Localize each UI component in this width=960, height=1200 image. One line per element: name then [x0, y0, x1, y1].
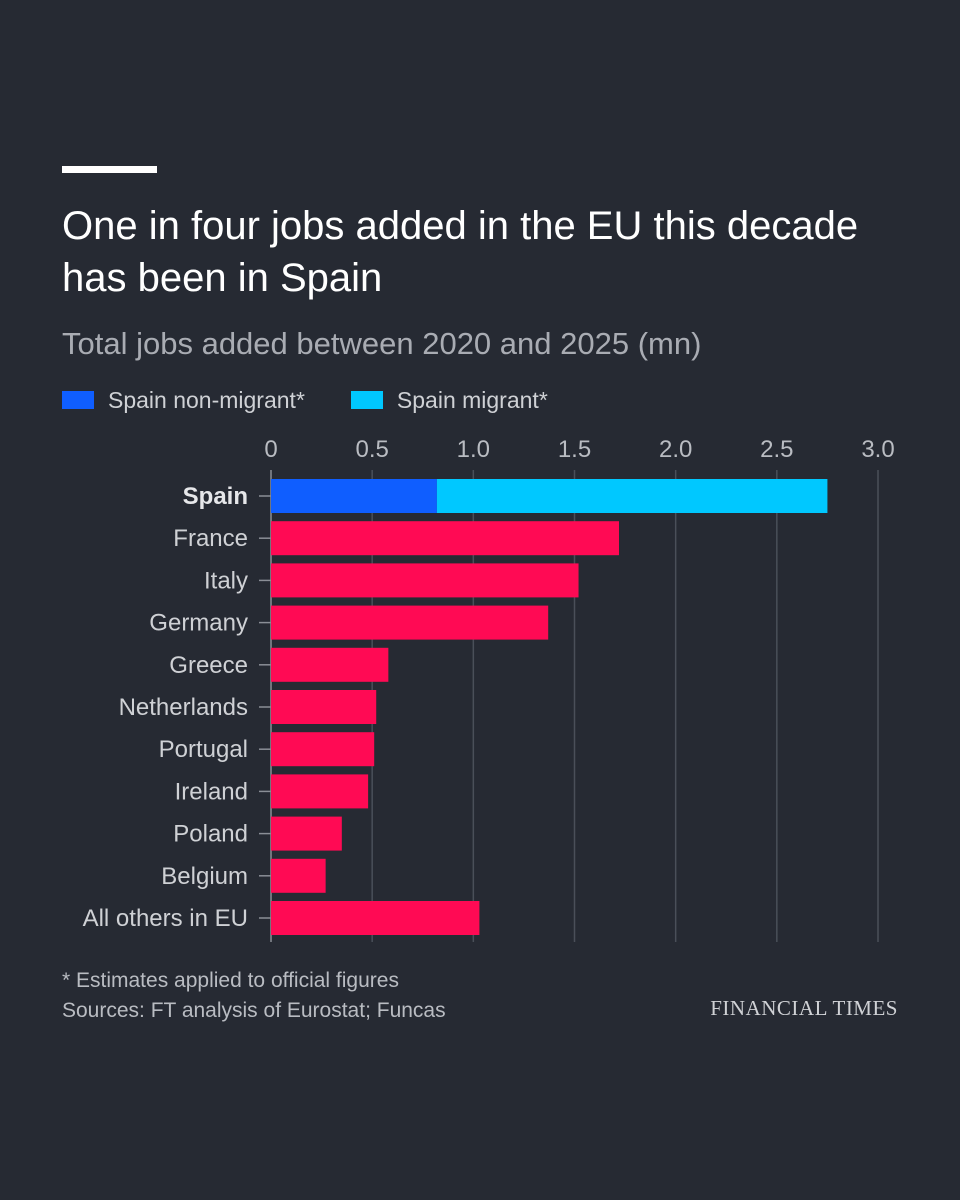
chart-subtitle: Total jobs added between 2020 and 2025 (…: [62, 326, 702, 361]
footnote: * Estimates applied to official figures …: [62, 966, 446, 1026]
x-tick-label: 3.0: [861, 436, 894, 463]
bar-segment-greece-2: [271, 647, 389, 682]
category-label: Poland: [173, 821, 248, 848]
legend-item-spain-non-migrant: Spain non-migrant*: [62, 387, 305, 414]
x-tick-label: 2.0: [659, 436, 692, 463]
category-label: Germany: [149, 610, 248, 637]
bar-segment-italy-2: [271, 563, 579, 598]
legend-item-spain-migrant: Spain migrant*: [350, 386, 548, 414]
legend-label-spain-migrant: Spain migrant*: [396, 386, 548, 413]
bar-segment-germany-2: [271, 605, 549, 640]
footnote-sources: Sources: FT analysis of Eurostat; Funcas: [62, 999, 446, 1022]
bar-segment-all-others-in-eu-2: [271, 901, 480, 935]
category-label: Greece: [169, 652, 248, 679]
x-tick-label: 1.5: [558, 436, 591, 463]
bar-segment-ireland-2: [271, 774, 369, 809]
legend-swatch-spain-non-migrant: [62, 391, 94, 409]
x-tick-label: 2.5: [760, 436, 793, 463]
category-label: Belgium: [161, 863, 248, 890]
bar-segment-poland-2: [271, 816, 342, 851]
bar-segment-belgium-2: [271, 858, 326, 893]
bar-chart: 0 0.5 1.0 1.5 2.0 2.5 3.0 Spain France Italy Germa…: [83, 436, 895, 942]
category-label: Spain: [183, 483, 248, 510]
category-label: France: [173, 525, 248, 552]
category-label: Ireland: [175, 778, 248, 805]
title-rule: [62, 166, 157, 173]
chart-title: One in four jobs added in the EU this de…: [62, 204, 859, 300]
bar-segment-portugal-2: [271, 732, 375, 767]
category-label: All others in EU: [83, 905, 248, 932]
legend-label-spain-non-migrant: Spain non-migrant*: [108, 386, 305, 413]
x-tick-label: 0.5: [355, 436, 388, 463]
x-tick-label: 1.0: [457, 436, 490, 463]
bar-segment-france-2: [271, 521, 620, 556]
footnote-note: * Estimates applied to official figures: [62, 969, 399, 992]
bar-segment-spain-0: [271, 479, 437, 513]
bar-segment-spain-1: [436, 479, 828, 513]
legend: Spain non-migrant* Spain migrant*: [62, 384, 594, 416]
category-label: Portugal: [159, 736, 248, 763]
bar-segment-netherlands-2: [271, 690, 377, 724]
ft-logo: FINANCIAL TIMES: [710, 996, 898, 1020]
x-tick-label: 0: [264, 436, 277, 463]
legend-swatch-spain-migrant: [350, 391, 383, 409]
category-label: Netherlands: [119, 694, 248, 721]
category-label: Italy: [204, 567, 248, 594]
